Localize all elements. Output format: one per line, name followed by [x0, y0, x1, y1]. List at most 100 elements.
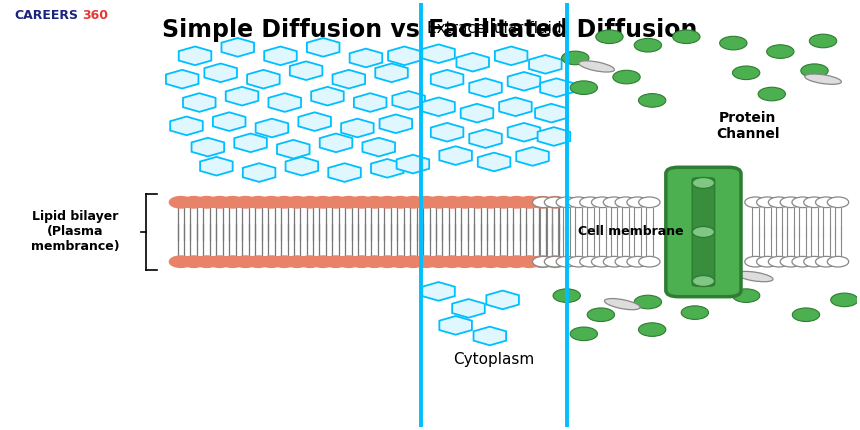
Circle shape [603, 197, 624, 208]
Circle shape [532, 256, 554, 267]
Circle shape [562, 51, 589, 65]
Circle shape [580, 256, 601, 267]
Polygon shape [311, 87, 344, 105]
Polygon shape [192, 138, 224, 157]
Circle shape [376, 256, 399, 267]
Circle shape [427, 197, 451, 208]
Circle shape [466, 256, 489, 267]
Circle shape [363, 256, 386, 267]
Circle shape [792, 197, 814, 208]
Circle shape [792, 308, 820, 322]
Polygon shape [225, 87, 258, 105]
Text: 360: 360 [83, 9, 108, 22]
Polygon shape [243, 163, 275, 182]
Polygon shape [166, 70, 199, 89]
Polygon shape [422, 98, 455, 116]
Circle shape [673, 30, 700, 43]
Circle shape [681, 306, 709, 319]
Circle shape [733, 66, 760, 80]
Polygon shape [388, 46, 421, 65]
Circle shape [615, 256, 636, 267]
Circle shape [780, 197, 802, 208]
Polygon shape [452, 299, 485, 318]
Circle shape [415, 256, 438, 267]
Polygon shape [247, 70, 280, 89]
Polygon shape [474, 327, 506, 345]
Circle shape [505, 197, 528, 208]
Circle shape [337, 256, 360, 267]
Circle shape [427, 256, 451, 267]
Circle shape [182, 256, 206, 267]
Polygon shape [457, 53, 489, 71]
Circle shape [208, 256, 231, 267]
Text: Cytoplasm: Cytoplasm [453, 352, 535, 367]
Polygon shape [354, 93, 386, 112]
Circle shape [556, 256, 577, 267]
Circle shape [532, 197, 554, 208]
Polygon shape [535, 104, 568, 123]
Circle shape [815, 256, 837, 267]
Circle shape [453, 256, 476, 267]
Circle shape [195, 256, 218, 267]
Polygon shape [461, 104, 494, 123]
Circle shape [182, 197, 206, 208]
Ellipse shape [605, 298, 640, 310]
Circle shape [603, 256, 624, 267]
Circle shape [692, 227, 715, 237]
Polygon shape [213, 112, 245, 131]
Polygon shape [222, 38, 254, 57]
Polygon shape [307, 38, 340, 57]
Circle shape [544, 197, 567, 208]
Polygon shape [341, 119, 373, 137]
Circle shape [389, 256, 412, 267]
Circle shape [570, 81, 598, 95]
Polygon shape [431, 70, 464, 89]
Circle shape [208, 197, 231, 208]
Polygon shape [179, 46, 212, 65]
Circle shape [324, 197, 347, 208]
Circle shape [613, 70, 640, 84]
Circle shape [634, 38, 661, 52]
Text: Extracellular fluid: Extracellular fluid [427, 21, 562, 36]
Circle shape [580, 197, 601, 208]
Polygon shape [396, 155, 429, 173]
Circle shape [453, 197, 476, 208]
Circle shape [639, 197, 660, 208]
Circle shape [415, 197, 438, 208]
Circle shape [311, 197, 335, 208]
Circle shape [801, 64, 828, 77]
Circle shape [804, 256, 825, 267]
Circle shape [544, 197, 566, 208]
Text: CAREERS: CAREERS [14, 9, 78, 22]
Circle shape [169, 197, 193, 208]
Polygon shape [255, 119, 288, 137]
Circle shape [260, 256, 283, 267]
Circle shape [402, 197, 425, 208]
Polygon shape [170, 117, 203, 135]
Circle shape [556, 197, 577, 208]
Polygon shape [277, 140, 310, 159]
Polygon shape [538, 127, 570, 146]
Circle shape [466, 197, 489, 208]
Polygon shape [375, 64, 408, 82]
Circle shape [638, 94, 666, 107]
Ellipse shape [805, 74, 841, 84]
Circle shape [260, 197, 283, 208]
Circle shape [827, 197, 849, 208]
Circle shape [531, 256, 554, 267]
Circle shape [544, 256, 567, 267]
Circle shape [492, 197, 515, 208]
Polygon shape [392, 91, 425, 110]
Circle shape [759, 87, 785, 101]
Circle shape [311, 256, 335, 267]
Text: Lipid bilayer
(Plasma
membrance): Lipid bilayer (Plasma membrance) [31, 210, 120, 253]
Polygon shape [422, 44, 455, 63]
Polygon shape [298, 112, 331, 131]
Polygon shape [329, 163, 361, 182]
Circle shape [440, 256, 464, 267]
Circle shape [531, 197, 554, 208]
Polygon shape [507, 123, 540, 141]
Polygon shape [362, 138, 395, 157]
Polygon shape [499, 98, 531, 116]
Circle shape [733, 289, 760, 302]
